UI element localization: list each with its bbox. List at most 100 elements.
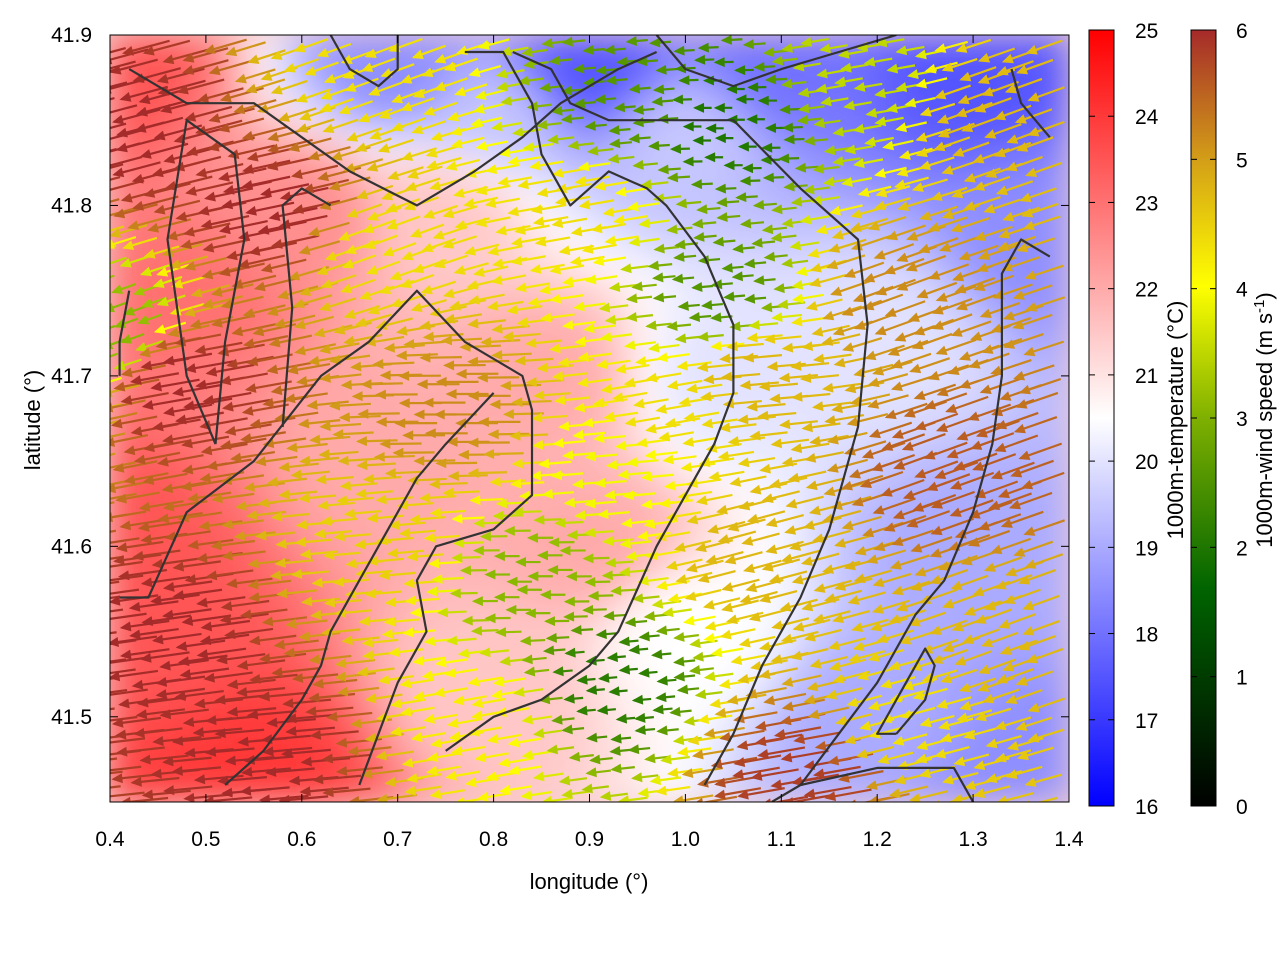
wind-arrow [459, 565, 487, 576]
wind-arrow [455, 368, 499, 379]
wind-arrow [626, 457, 659, 468]
wind-arrow [386, 215, 421, 230]
wind-arrow [261, 616, 308, 627]
wind-arrow [431, 574, 464, 585]
wind-arrow [672, 656, 696, 667]
wind-arrow [656, 675, 677, 686]
wind-arrow [554, 395, 590, 406]
wind-arrow [187, 538, 234, 550]
wind-arrow [655, 692, 676, 703]
wind-arrow [578, 199, 615, 210]
wind-arrow [476, 372, 520, 383]
wind-arrow [597, 509, 630, 520]
wind-label-superscript: -1 [1251, 300, 1268, 313]
wind-arrow [139, 754, 189, 765]
temperature-cell [900, 57, 927, 84]
wind-arrow [561, 788, 591, 799]
wind-arrow [384, 468, 425, 479]
wind-arrow [255, 530, 295, 541]
wind-arrow [322, 118, 359, 134]
wind-arrow [110, 60, 136, 70]
wind-arrow [246, 709, 297, 720]
wind-arrow [312, 774, 362, 785]
wind-label-main: 1000m-wind speed (m s [1252, 313, 1277, 548]
wind-arrow [198, 520, 243, 531]
wind-arrow [442, 205, 478, 219]
wind-arrow [110, 420, 119, 425]
temperature-cell [540, 129, 567, 156]
wind-arrow [643, 518, 678, 529]
wind-arrow [640, 471, 674, 482]
wind-arrow [534, 236, 571, 247]
temperature-cell [684, 129, 711, 156]
wind-arrow [260, 183, 310, 198]
wind-arrow [523, 666, 550, 677]
temperature-cell [540, 321, 567, 348]
wind-arrow [484, 197, 520, 209]
wind-arrow [244, 380, 292, 393]
wind-arrow [561, 36, 586, 47]
wind-arrow [379, 438, 422, 449]
wind-arrow [398, 527, 436, 538]
wind-arrow [491, 121, 522, 132]
temperature-cell [1044, 657, 1069, 684]
wind-arrow [628, 236, 660, 247]
wind-arrow [110, 560, 143, 568]
x-tick-label: 0.6 [287, 828, 316, 851]
wind-arrow [477, 38, 510, 50]
wind-arrow [245, 78, 286, 94]
temperature-cell [564, 729, 591, 756]
wind-arrow [573, 301, 606, 312]
wind-arrow [552, 666, 573, 677]
wind-arrow [110, 175, 121, 181]
wind-arrow [392, 447, 435, 458]
temperature-cell [1044, 681, 1069, 708]
wind-arrow [246, 147, 295, 162]
wind-arrow [625, 311, 654, 322]
wind-arrow [450, 745, 486, 756]
wind-arrow [638, 218, 670, 229]
wind-arrow [336, 686, 380, 697]
wind-arrow [332, 429, 374, 440]
wind-arrow [445, 770, 480, 781]
wind-arrow [143, 182, 191, 198]
wind-arrow [596, 704, 616, 715]
wind-arrow [498, 147, 532, 158]
wind-arrow [294, 537, 333, 547]
wind-arrow [292, 294, 333, 309]
colorbar-tick-label: 4 [1236, 279, 1248, 302]
wind-arrow [336, 495, 374, 506]
wind-arrow [475, 140, 509, 151]
wind-arrow [340, 278, 376, 294]
wind-arrow [360, 768, 404, 779]
wind-arrow [110, 236, 137, 249]
wind-arrow [572, 429, 606, 440]
wind-arrow [110, 785, 121, 789]
wind-arrow [110, 668, 136, 675]
colorbar-tick-label: 22 [1135, 279, 1158, 302]
wind-arrow [221, 195, 271, 210]
wind-arrow [312, 678, 358, 689]
wind-arrow [562, 319, 596, 330]
wind-arrow [112, 108, 161, 125]
wind-arrow [132, 195, 179, 211]
wind-arrow [637, 575, 669, 586]
wind-arrow [444, 667, 479, 678]
wind-arrow [549, 343, 585, 354]
wind-arrow [119, 255, 149, 268]
temperature-cell [300, 585, 327, 612]
wind-arrow [662, 607, 692, 618]
temperature-cell [708, 81, 735, 108]
wind-arrow [282, 698, 332, 709]
wind-arrow [433, 254, 469, 269]
wind-arrow [508, 765, 541, 776]
wind-arrow [207, 136, 255, 152]
wind-arrow [290, 164, 339, 179]
temperature-cell [684, 81, 711, 108]
wind-arrow [134, 116, 184, 133]
colorbar-tick-label: 17 [1135, 710, 1158, 733]
wind-arrow [318, 449, 359, 460]
wind-arrow [522, 142, 554, 152]
wind-arrow [536, 119, 562, 130]
wind-arrow [618, 664, 638, 675]
